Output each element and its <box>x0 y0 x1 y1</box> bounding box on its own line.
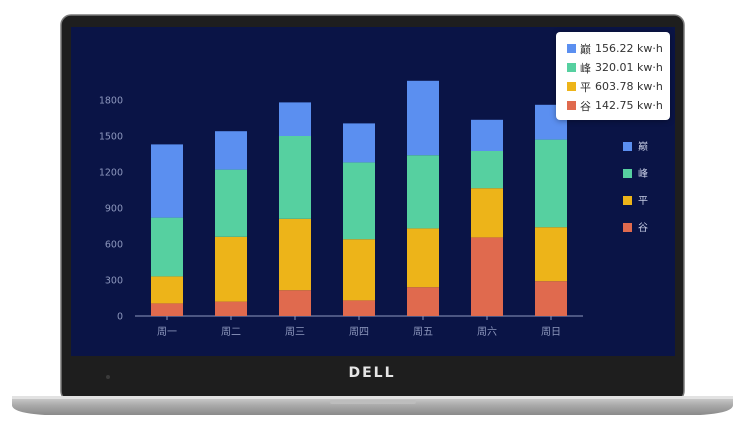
tooltip-row: 谷 142.75 kw·h <box>567 96 670 115</box>
bar-segment[interactable] <box>215 131 247 170</box>
laptop-hinge-notch <box>330 400 416 404</box>
laptop-base-edge <box>12 396 733 399</box>
tooltip-row: 平 603.78 kw·h <box>567 77 670 96</box>
dell-logo: DELL <box>348 365 396 381</box>
bar-segment[interactable] <box>151 144 183 218</box>
bar-segment[interactable] <box>343 239 375 301</box>
legend-swatch <box>623 142 632 151</box>
tooltip: 巅 156.22 kw·h 峰 320.01 kw·h 平 603.78 kw·h 谷 142… <box>556 32 670 120</box>
tooltip-series-name: 巅 <box>580 42 591 56</box>
bar-segment[interactable] <box>151 303 183 316</box>
x-tick-label: 周日 <box>541 326 561 338</box>
bar-segment[interactable] <box>407 155 439 229</box>
tooltip-row: 巅 156.22 kw·h <box>567 39 670 58</box>
legend-swatch <box>623 169 632 178</box>
bar-segment[interactable] <box>151 217 183 277</box>
tooltip-value: 603.78 kw·h <box>595 80 663 93</box>
tooltip-series-name: 平 <box>580 80 591 94</box>
tooltip-value: 156.22 kw·h <box>595 42 663 55</box>
tooltip-swatch <box>567 101 576 110</box>
bar-segment[interactable] <box>279 136 311 219</box>
legend-label: 谷 <box>638 222 648 234</box>
bar-segment[interactable] <box>215 169 247 237</box>
tooltip-series-name: 谷 <box>580 99 591 113</box>
tooltip-value: 320.01 kw·h <box>595 61 663 74</box>
stacked-bar-chart: 0 300 600 900 1200 1500 1800 周一 周二 周三 周四 周五 周六 周日 巅峰… <box>99 80 648 338</box>
x-tick-label: 周一 <box>157 326 177 338</box>
bar-segment[interactable] <box>407 287 439 316</box>
y-tick-label: 1800 <box>99 96 123 107</box>
bar-segment[interactable] <box>535 227 567 282</box>
bar-segment[interactable] <box>279 102 311 136</box>
bar-segment[interactable] <box>471 119 503 151</box>
y-tick-label: 1500 <box>99 132 123 143</box>
bar-series <box>151 80 567 316</box>
x-tick-label: 周二 <box>221 326 241 338</box>
legend-label: 巅 <box>638 141 648 153</box>
bar-segment[interactable] <box>279 218 311 291</box>
bar-segment[interactable] <box>343 162 375 240</box>
y-tick-label: 1200 <box>99 168 123 179</box>
tooltip-swatch <box>567 44 576 53</box>
y-tick-label: 900 <box>105 204 123 215</box>
x-tick-label: 周四 <box>349 326 369 338</box>
x-tick-label: 周五 <box>413 326 433 338</box>
legend-label: 平 <box>638 196 648 207</box>
x-axis: 周一 周二 周三 周四 周五 周六 周日 <box>135 315 583 338</box>
y-tick-label: 0 <box>117 312 123 323</box>
bar-segment[interactable] <box>535 139 567 228</box>
legend-label: 峰 <box>638 168 648 180</box>
bar-segment[interactable] <box>471 151 503 189</box>
tooltip-series-name: 峰 <box>580 61 591 75</box>
legend-swatch <box>623 196 632 205</box>
bar-segment[interactable] <box>407 80 439 156</box>
tooltip-swatch <box>567 82 576 91</box>
bar-segment[interactable] <box>471 237 503 316</box>
y-axis: 0 300 600 900 1200 1500 1800 <box>99 96 123 323</box>
x-tick-label: 周六 <box>477 326 497 338</box>
webcam-dot <box>106 375 110 379</box>
x-tick-label: 周三 <box>285 326 305 338</box>
bar-segment[interactable] <box>215 301 247 316</box>
bar-segment[interactable] <box>535 281 567 316</box>
tooltip-swatch <box>567 63 576 72</box>
y-tick-label: 600 <box>105 240 123 251</box>
y-tick-label: 300 <box>105 276 123 287</box>
bar-segment[interactable] <box>343 123 375 163</box>
bar-segment[interactable] <box>343 300 375 316</box>
legend-swatch <box>623 223 632 232</box>
bar-segment[interactable] <box>407 228 439 288</box>
bar-segment[interactable] <box>151 276 183 304</box>
laptop-base <box>12 396 733 415</box>
tooltip-value: 142.75 kw·h <box>595 99 663 112</box>
bar-segment[interactable] <box>215 236 247 302</box>
bar-segment[interactable] <box>279 290 311 316</box>
tooltip-row: 峰 320.01 kw·h <box>567 58 670 77</box>
bar-segment[interactable] <box>471 188 503 238</box>
